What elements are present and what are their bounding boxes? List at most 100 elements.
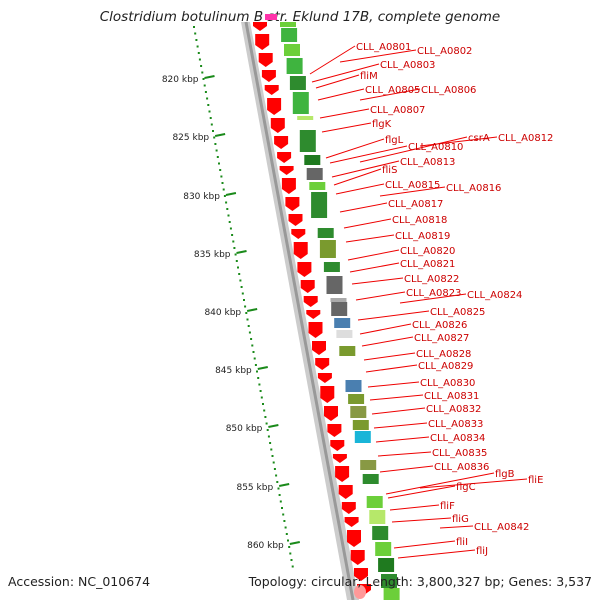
- ruler-tick-label: 860 kbp: [247, 541, 284, 551]
- feature-block: [362, 474, 379, 484]
- ruler-dot: [234, 253, 237, 256]
- ruler-tick-label: 840 kbp: [204, 308, 241, 318]
- feature-block: [369, 510, 386, 524]
- ruler-dots: [193, 26, 294, 568]
- feature-block: [378, 558, 395, 572]
- gene-arrow: [335, 466, 350, 482]
- gene-arrow: [300, 280, 315, 293]
- feature-block: [360, 460, 377, 470]
- gene-label-CLL_A0828: CLL_A0828: [416, 349, 471, 360]
- label-leader-line: [331, 160, 400, 178]
- feature-block: [348, 394, 365, 404]
- gene-label-CLL_A0835: CLL_A0835: [432, 448, 487, 459]
- ruler-dot: [213, 136, 216, 139]
- feature-block: [339, 346, 356, 356]
- ruler-dot: [245, 312, 248, 314]
- ruler-dot: [233, 247, 236, 249]
- label-leader-line: [321, 122, 372, 133]
- label-leader-line: [357, 310, 430, 321]
- ruler-tick-label: 845 kbp: [215, 366, 252, 376]
- gene-arrow: [341, 502, 356, 514]
- gene-label-CLL_A0819: CLL_A0819: [395, 231, 450, 242]
- label-leader-line: [359, 88, 421, 101]
- label-leader-line: [367, 381, 420, 388]
- gene-label-CLL_A0802: CLL_A0802: [417, 46, 472, 57]
- label-leader-line: [389, 504, 440, 511]
- gene-label-CLL_A0815: CLL_A0815: [385, 180, 440, 191]
- label-leader-line: [359, 136, 468, 163]
- ruler-tick: [225, 192, 237, 196]
- ruler-dot: [254, 364, 257, 366]
- label-leader-line: [319, 108, 370, 119]
- gene-label-fliM: fliM: [360, 71, 378, 82]
- gene-arrow: [270, 118, 285, 133]
- feature-block: [352, 420, 369, 430]
- label-leader-line: [329, 145, 408, 164]
- ruler-dot: [290, 559, 293, 561]
- feature-block: [326, 276, 343, 294]
- feature-block: [319, 240, 336, 258]
- gene-arrow: [293, 242, 308, 259]
- ruler-dot: [289, 552, 292, 555]
- ruler-tick-label: 835 kbp: [194, 250, 231, 260]
- feature-block: [281, 28, 298, 42]
- ruler-dot: [282, 513, 285, 516]
- gene-label-fliS: fliS: [382, 165, 397, 176]
- ruler-dot: [218, 162, 220, 165]
- ruler-dot: [203, 84, 206, 87]
- label-leader-line: [345, 234, 395, 243]
- ruler-dot: [215, 149, 218, 152]
- ruler-dot: [271, 455, 274, 457]
- gene-label-CLL_A0822: CLL_A0822: [404, 274, 459, 285]
- ruler-dot: [198, 58, 201, 61]
- gene-label-CLL_A0806: CLL_A0806: [421, 85, 476, 96]
- label-leader-line: [315, 74, 360, 89]
- ruler-dot: [200, 65, 203, 67]
- gene-label-CLL_A0812: CLL_A0812: [498, 133, 553, 144]
- label-leaders: [309, 45, 528, 559]
- ruler-dot: [279, 500, 282, 503]
- gene-label-CLL_A0803: CLL_A0803: [380, 60, 435, 71]
- feature-block: [372, 526, 389, 540]
- ruler-dot: [287, 539, 289, 542]
- gene-arrow-end: [354, 585, 366, 599]
- gene-arrow: [297, 262, 312, 277]
- gene-label-CLL_A0830: CLL_A0830: [420, 378, 475, 389]
- gene-arrow: [306, 310, 321, 319]
- accession-text: Accession: NC_010674: [8, 574, 151, 589]
- feature-block: [334, 318, 351, 328]
- feature-block: [292, 92, 309, 114]
- gene-label-CLL_A0836: CLL_A0836: [434, 462, 489, 473]
- label-leader-line: [347, 249, 400, 261]
- ruler-tick-label: 850 kbp: [226, 424, 263, 434]
- gene-label-fliI: fliI: [456, 537, 468, 548]
- label-leader-line: [317, 88, 365, 101]
- ruler-dot: [232, 240, 235, 243]
- gene-arrow: [327, 424, 342, 437]
- feature-block: [280, 22, 296, 27]
- label-leader-line: [343, 218, 392, 229]
- ruler-tick: [268, 424, 279, 428]
- ruler-dot: [197, 52, 200, 54]
- ruler-dot: [256, 370, 258, 373]
- ruler-dot: [195, 39, 198, 41]
- feature-block: [311, 192, 328, 218]
- gene-label-flgC: flgC: [456, 482, 476, 493]
- gene-arrow: [255, 34, 270, 50]
- ruler-tick-label: 830 kbp: [183, 192, 220, 202]
- ruler-dot: [264, 416, 267, 418]
- label-leader-line: [377, 451, 432, 457]
- ruler-tick: [214, 133, 226, 137]
- feature-block: [304, 155, 321, 165]
- ruler-dot: [235, 260, 238, 262]
- gene-label-CLL_A0832: CLL_A0832: [426, 404, 481, 415]
- ruler-dot: [208, 110, 211, 113]
- label-leader-line: [399, 293, 467, 304]
- ruler-dot: [214, 143, 217, 145]
- map-title: Clostridium botulinum B str. Eklund 17B,…: [99, 9, 501, 25]
- gene-arrow: [281, 178, 296, 194]
- feature-block: [286, 58, 303, 74]
- ruler-dot: [269, 442, 272, 444]
- gene-arrow: [330, 440, 345, 451]
